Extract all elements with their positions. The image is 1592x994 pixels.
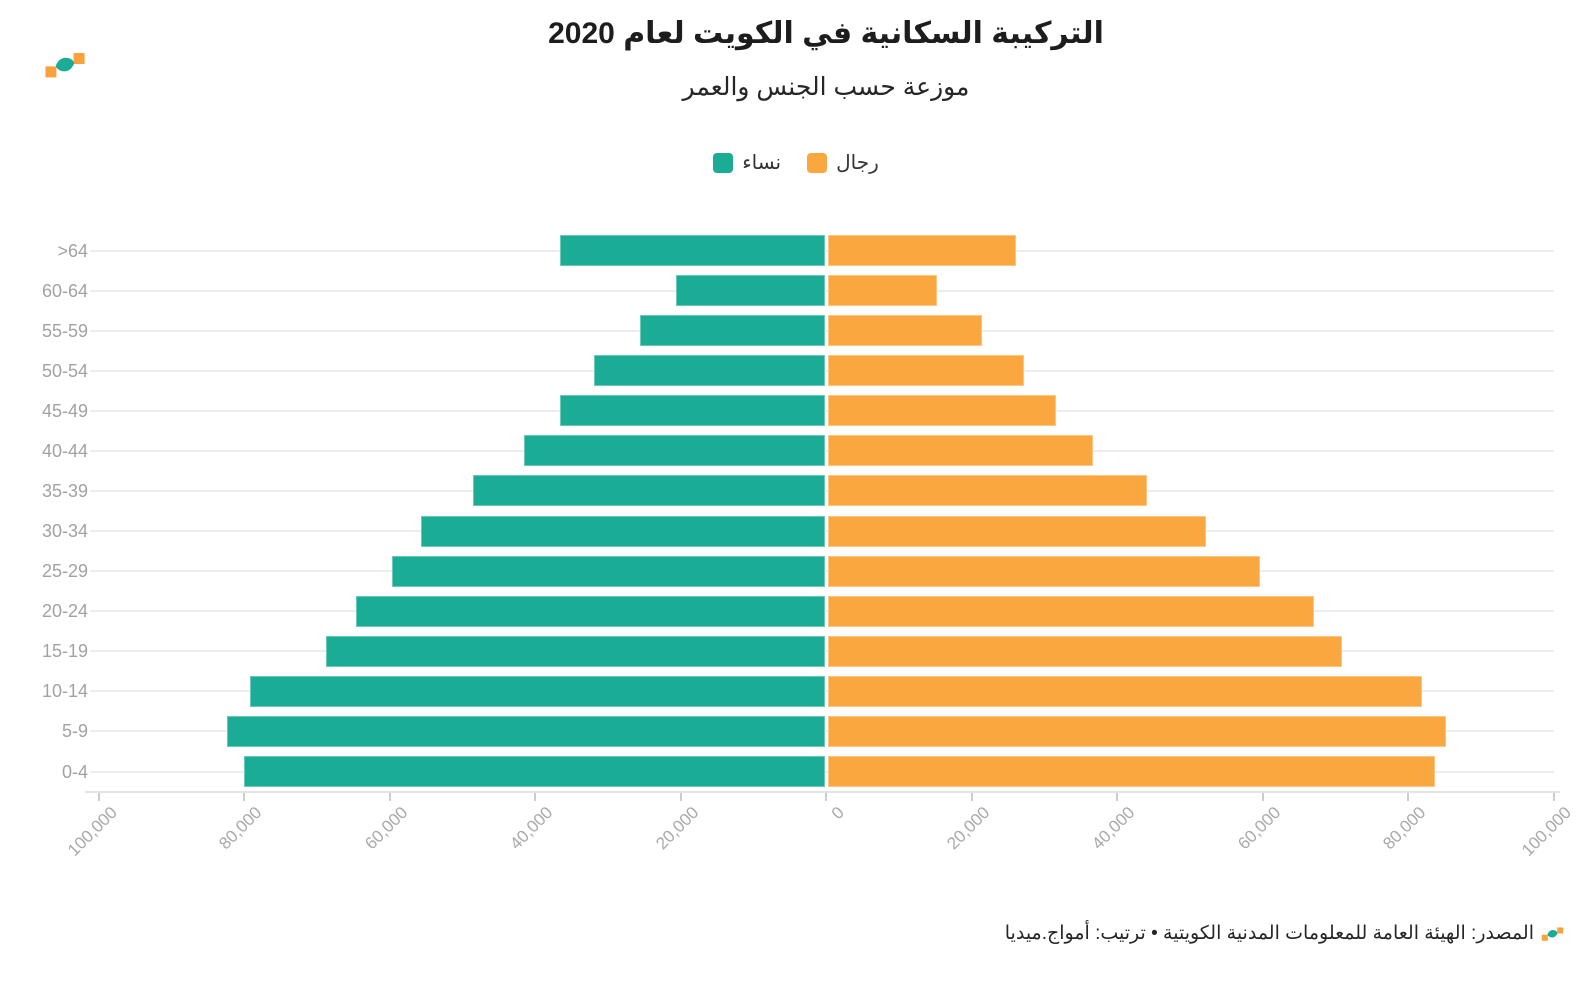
bar-men-45-49[interactable]	[828, 395, 1057, 427]
x-axis-tick-label: 80,000	[215, 803, 266, 854]
x-axis-tick-label: 20,000	[942, 803, 994, 854]
x-axis-tick	[1116, 793, 1119, 801]
source-text: المصدر: الهيئة العامة للمعلومات المدنية …	[1004, 923, 1534, 944]
legend-item-women[interactable]: نساء	[713, 150, 781, 175]
bar-men-10-14[interactable]	[828, 675, 1423, 707]
y-axis-label: 20-24	[41, 601, 88, 622]
bar-men-15-19[interactable]	[828, 635, 1343, 667]
bar-women-45-49[interactable]	[559, 395, 825, 427]
bar-women-35-39[interactable]	[472, 475, 825, 507]
amwaj-logo	[45, 53, 85, 78]
bar-men-40-44[interactable]	[828, 435, 1093, 467]
y-axis-label: 45-49	[41, 400, 88, 421]
y-axis-label: 40-44	[41, 440, 88, 461]
bar-women-5-9[interactable]	[227, 715, 825, 747]
bar-women-15-19[interactable]	[325, 635, 825, 667]
y-axis-label: 30-34	[41, 521, 88, 542]
bar-women-50-54[interactable]	[594, 355, 825, 387]
footer: المصدر: الهيئة العامة للمعلومات المدنية …	[1005, 922, 1564, 945]
bar-women-40-44[interactable]	[524, 435, 825, 467]
bar-men-60-64[interactable]	[828, 275, 938, 307]
y-axis-label: 5-9	[61, 721, 88, 742]
chart-subtitle: موزعة حسب الجنس والعمر	[682, 73, 970, 101]
legend-label-men: رجال	[836, 152, 879, 174]
x-axis-tick-label: 20,000	[652, 803, 703, 854]
x-axis-tick-label: 0	[827, 803, 848, 824]
y-axis-label: 60-64	[41, 280, 88, 301]
bar-men-20-24[interactable]	[828, 595, 1314, 627]
x-axis-tick	[825, 793, 828, 801]
bar-women-25-29[interactable]	[391, 555, 825, 587]
x-axis-tick	[534, 793, 537, 801]
bar-women-0-4[interactable]	[244, 756, 825, 788]
x-axis-tick-label: 60,000	[361, 803, 412, 854]
y-axis-label: >64	[57, 240, 88, 261]
bar-women-55-59[interactable]	[639, 315, 825, 347]
x-axis-tick-label: 40,000	[506, 803, 557, 854]
bar-men-55-59[interactable]	[828, 315, 983, 347]
y-axis-label: 10-14	[41, 681, 88, 702]
x-axis-tick-label: 40,000	[1088, 803, 1139, 854]
bar-men-gt64[interactable]	[828, 235, 1017, 266]
bar-men-30-34[interactable]	[828, 515, 1207, 547]
legend: نساء رجال	[0, 150, 1592, 175]
bar-women-gt64[interactable]	[559, 235, 825, 266]
x-axis-line	[85, 791, 1560, 793]
x-axis-tick	[388, 793, 391, 801]
amwaj-logo-footer	[1541, 926, 1564, 941]
x-axis-tick	[970, 793, 973, 801]
y-axis-label: 25-29	[41, 561, 88, 582]
y-axis-label: 55-59	[41, 320, 88, 341]
x-axis-tick	[243, 793, 246, 801]
x-axis-tick-label: 60,000	[1233, 803, 1285, 854]
x-axis-tick	[98, 793, 100, 801]
bar-women-10-14[interactable]	[250, 675, 825, 707]
y-axis-label: 0-4	[61, 761, 88, 782]
legend-swatch-men	[807, 152, 828, 173]
x-axis-tick-label: 80,000	[1379, 803, 1430, 854]
x-axis-tick	[679, 793, 682, 801]
chart-title: التركيبة السكانية في الكويت لعام 2020	[548, 17, 1104, 50]
x-axis-tick	[1261, 793, 1264, 801]
x-axis-tick-label: 100,000	[63, 803, 121, 860]
legend-swatch-women	[713, 152, 734, 173]
bar-women-20-24[interactable]	[356, 595, 825, 627]
bar-men-25-29[interactable]	[828, 555, 1261, 587]
bar-women-60-64[interactable]	[675, 275, 825, 307]
bar-men-50-54[interactable]	[828, 355, 1025, 387]
bar-women-30-34[interactable]	[420, 515, 825, 547]
y-axis-label: 15-19	[41, 641, 88, 662]
bar-men-35-39[interactable]	[828, 475, 1147, 507]
x-axis-tick	[1552, 793, 1555, 801]
x-axis-tick	[1407, 793, 1410, 801]
legend-label-women: نساء	[742, 152, 782, 174]
bar-men-0-4[interactable]	[828, 756, 1435, 788]
y-axis-label: 50-54	[41, 360, 88, 381]
x-axis-tick-label: 100,000	[1518, 803, 1576, 860]
legend-item-men[interactable]: رجال	[807, 150, 879, 175]
bar-men-5-9[interactable]	[828, 715, 1447, 747]
y-axis-label: 35-39	[41, 480, 88, 501]
